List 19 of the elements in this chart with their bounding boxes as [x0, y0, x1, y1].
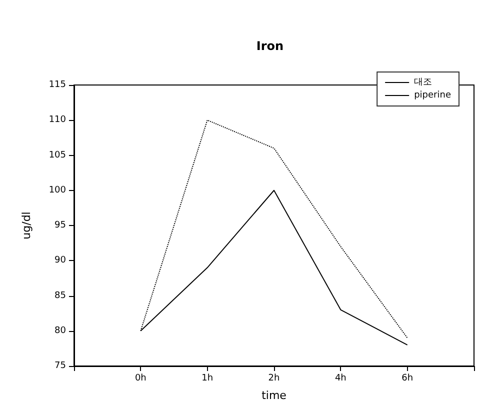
x-axis-title: time [262, 389, 287, 402]
y-axis-title: ug/dl [20, 212, 33, 240]
x-tick-label: 1h [202, 374, 214, 384]
y-tick-label: 85 [54, 290, 66, 301]
y-tick-label: 100 [48, 185, 66, 196]
y-tick-label: 110 [48, 115, 66, 126]
y-tick-label: 95 [54, 220, 66, 230]
y-tick-label: 80 [54, 326, 66, 336]
y-tick-label: 90 [54, 256, 66, 266]
x-tick-label: 4h [334, 374, 346, 384]
y-tick-label: 75 [54, 361, 66, 371]
x-tick-label: 2h [268, 374, 280, 384]
x-tick-label: 6h [402, 374, 414, 384]
chart-title: Iron [256, 39, 284, 53]
legend-label: 대조 [414, 78, 432, 88]
legend-label: piperine [414, 90, 452, 100]
y-tick-label: 105 [48, 150, 66, 160]
y-tick-label: 115 [48, 80, 66, 90]
x-tick-label: 0h [134, 374, 146, 384]
